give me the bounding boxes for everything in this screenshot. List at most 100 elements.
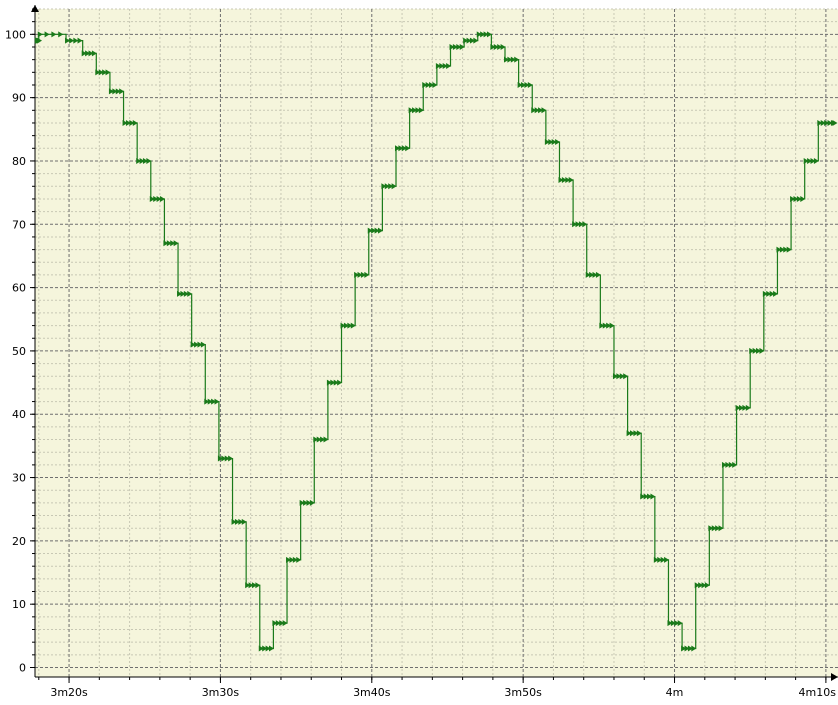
data-point-marker bbox=[432, 81, 438, 88]
data-point-marker bbox=[725, 461, 731, 468]
data-point-marker bbox=[459, 43, 465, 50]
data-point-marker bbox=[803, 157, 809, 164]
data-point-marker bbox=[779, 246, 785, 253]
data-point-marker bbox=[762, 290, 768, 297]
data-point-marker bbox=[708, 525, 714, 532]
data-point-marker bbox=[832, 119, 838, 126]
data-point-marker bbox=[401, 145, 407, 152]
data-point-marker bbox=[200, 341, 206, 348]
data-point-marker bbox=[643, 493, 649, 500]
data-point-marker bbox=[272, 620, 278, 627]
data-point-marker bbox=[575, 221, 581, 228]
x-tick-label: 3m30s bbox=[202, 686, 240, 699]
data-point-marker bbox=[497, 43, 503, 50]
data-point-marker bbox=[582, 221, 588, 228]
y-tick-label: 10 bbox=[12, 598, 26, 611]
data-point-marker bbox=[330, 379, 336, 386]
data-point-marker bbox=[408, 107, 414, 114]
data-point-marker bbox=[800, 195, 806, 202]
data-point-marker bbox=[650, 493, 656, 500]
data-point-marker bbox=[677, 620, 683, 627]
data-point-marker bbox=[357, 271, 363, 278]
data-point-marker bbox=[653, 556, 659, 563]
data-point-marker bbox=[422, 81, 428, 88]
data-point-marker bbox=[527, 81, 533, 88]
data-point-marker bbox=[112, 88, 118, 95]
y-axis-ticks: 0 10 20 30 40 50 60 70 80 90 100 bbox=[5, 8, 35, 675]
y-tick-label: 40 bbox=[12, 408, 26, 421]
data-point-marker bbox=[670, 620, 676, 627]
data-point-marker bbox=[817, 119, 823, 126]
data-point-marker bbox=[446, 62, 452, 69]
y-tick-label: 50 bbox=[12, 345, 26, 358]
data-point-marker bbox=[684, 645, 690, 652]
data-point-marker bbox=[524, 81, 530, 88]
data-point-marker bbox=[333, 379, 339, 386]
y-tick-label: 20 bbox=[12, 535, 26, 548]
data-point-marker bbox=[619, 373, 625, 380]
data-point-marker bbox=[398, 145, 404, 152]
data-point-marker bbox=[197, 341, 203, 348]
data-point-marker bbox=[473, 37, 479, 44]
data-point-marker bbox=[595, 271, 601, 278]
data-point-marker bbox=[69, 37, 75, 44]
data-point-marker bbox=[538, 107, 544, 114]
data-point-marker bbox=[119, 88, 125, 95]
data-point-marker bbox=[558, 176, 564, 183]
data-point-marker bbox=[698, 582, 704, 589]
data-point-marker bbox=[343, 322, 349, 329]
axes bbox=[31, 5, 838, 681]
data-point-marker bbox=[486, 31, 492, 38]
data-point-marker bbox=[589, 271, 595, 278]
data-point-marker bbox=[44, 31, 50, 38]
data-point-marker bbox=[572, 221, 578, 228]
data-point-marker bbox=[320, 436, 326, 443]
data-point-marker bbox=[820, 119, 826, 126]
data-point-marker bbox=[65, 37, 71, 44]
data-point-marker bbox=[88, 50, 94, 57]
data-point-marker bbox=[681, 645, 687, 652]
data-point-marker bbox=[77, 37, 83, 44]
data-point-marker bbox=[647, 493, 653, 500]
data-point-marker bbox=[190, 341, 196, 348]
data-point-marker bbox=[384, 183, 390, 190]
data-point-marker bbox=[142, 157, 148, 164]
data-point-marker bbox=[316, 436, 322, 443]
data-point-marker bbox=[660, 556, 666, 563]
data-point-marker bbox=[555, 138, 561, 145]
data-point-marker bbox=[37, 31, 43, 38]
data-point-marker bbox=[483, 31, 489, 38]
data-point-marker bbox=[166, 240, 172, 247]
data-point-marker bbox=[592, 271, 598, 278]
data-point-marker bbox=[766, 290, 772, 297]
data-point-marker bbox=[211, 398, 217, 405]
data-point-marker bbox=[180, 290, 186, 297]
data-point-marker bbox=[289, 556, 295, 563]
data-point-marker bbox=[98, 69, 104, 76]
data-point-marker bbox=[790, 195, 796, 202]
data-point-marker bbox=[456, 43, 462, 50]
data-point-marker bbox=[299, 499, 305, 506]
x-axis-ticks: 3m20s 3m30s 3m40s 3m50s 4m 4m10s bbox=[38, 677, 837, 699]
data-point-marker bbox=[340, 322, 346, 329]
data-point-marker bbox=[367, 227, 373, 234]
x-tick-label: 3m20s bbox=[50, 686, 88, 699]
data-point-marker bbox=[735, 404, 741, 411]
data-point-marker bbox=[156, 195, 162, 202]
data-point-marker bbox=[58, 31, 64, 38]
data-point-marker bbox=[602, 322, 608, 329]
data-point-marker bbox=[783, 246, 789, 253]
data-point-marker bbox=[265, 645, 271, 652]
data-point-marker bbox=[388, 183, 394, 190]
data-point-marker bbox=[425, 81, 431, 88]
data-point-marker bbox=[73, 37, 79, 44]
data-point-marker bbox=[303, 499, 309, 506]
x-tick-label: 4m10s bbox=[799, 686, 837, 699]
data-point-marker bbox=[418, 107, 424, 114]
data-point-marker bbox=[231, 518, 237, 525]
data-point-marker bbox=[721, 461, 727, 468]
data-point-marker bbox=[827, 119, 833, 126]
data-point-marker bbox=[415, 107, 421, 114]
